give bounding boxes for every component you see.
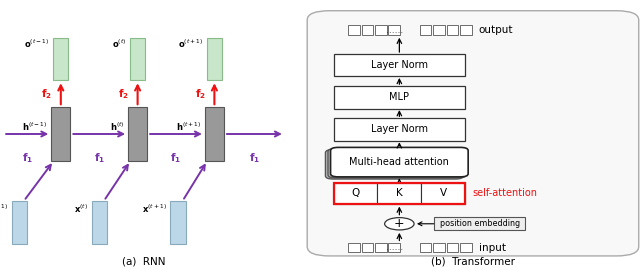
Text: $\mathbf{f_2}$: $\mathbf{f_2}$ bbox=[195, 87, 206, 101]
FancyBboxPatch shape bbox=[362, 243, 373, 252]
Text: Layer Norm: Layer Norm bbox=[371, 60, 428, 70]
FancyBboxPatch shape bbox=[170, 201, 186, 244]
Text: $\mathbf{h}^{(t-1)}$: $\mathbf{h}^{(t-1)}$ bbox=[22, 121, 47, 133]
Text: (a)  RNN: (a) RNN bbox=[122, 257, 166, 267]
Text: output: output bbox=[479, 25, 513, 35]
Text: $\mathbf{f_1}$: $\mathbf{f_1}$ bbox=[170, 151, 182, 165]
Circle shape bbox=[385, 218, 414, 230]
Text: V: V bbox=[440, 188, 447, 198]
Text: Multi-head attention: Multi-head attention bbox=[349, 157, 449, 167]
Text: $\mathbf{f_1}$: $\mathbf{f_1}$ bbox=[22, 151, 33, 165]
FancyBboxPatch shape bbox=[433, 243, 445, 252]
Text: Q: Q bbox=[351, 188, 360, 198]
Text: ......: ...... bbox=[386, 243, 403, 252]
FancyBboxPatch shape bbox=[433, 25, 445, 35]
FancyBboxPatch shape bbox=[51, 107, 70, 161]
Text: $\mathbf{x}^{(t)}$: $\mathbf{x}^{(t)}$ bbox=[74, 203, 88, 215]
FancyBboxPatch shape bbox=[378, 183, 421, 204]
Text: self-attention: self-attention bbox=[472, 188, 538, 198]
Text: $\mathbf{x}^{(t+1)}$: $\mathbf{x}^{(t+1)}$ bbox=[141, 203, 166, 215]
FancyBboxPatch shape bbox=[348, 25, 360, 35]
FancyBboxPatch shape bbox=[421, 183, 465, 204]
Text: $\mathbf{f_1}$: $\mathbf{f_1}$ bbox=[93, 151, 105, 165]
FancyBboxPatch shape bbox=[375, 243, 387, 252]
FancyBboxPatch shape bbox=[207, 38, 222, 80]
Text: (b)  Transformer: (b) Transformer bbox=[431, 257, 515, 267]
FancyBboxPatch shape bbox=[388, 25, 400, 35]
FancyBboxPatch shape bbox=[53, 38, 68, 80]
Text: K: K bbox=[396, 188, 403, 198]
Text: $\mathbf{o}^{(t)}$: $\mathbf{o}^{(t)}$ bbox=[112, 38, 126, 50]
FancyBboxPatch shape bbox=[447, 243, 458, 252]
Text: $\mathbf{f_2}$: $\mathbf{f_2}$ bbox=[41, 87, 52, 101]
FancyBboxPatch shape bbox=[388, 243, 400, 252]
FancyBboxPatch shape bbox=[330, 147, 468, 177]
FancyBboxPatch shape bbox=[92, 201, 107, 244]
Text: position embedding: position embedding bbox=[440, 219, 520, 228]
FancyBboxPatch shape bbox=[334, 54, 465, 76]
FancyBboxPatch shape bbox=[307, 11, 639, 256]
FancyBboxPatch shape bbox=[434, 217, 525, 230]
Text: $\mathbf{h}^{(t)}$: $\mathbf{h}^{(t)}$ bbox=[109, 121, 124, 133]
FancyBboxPatch shape bbox=[447, 25, 458, 35]
FancyBboxPatch shape bbox=[334, 183, 378, 204]
FancyBboxPatch shape bbox=[334, 118, 465, 141]
Text: $\mathbf{o}^{(t-1)}$: $\mathbf{o}^{(t-1)}$ bbox=[24, 38, 49, 50]
Text: $\mathbf{h}^{(t+1)}$: $\mathbf{h}^{(t+1)}$ bbox=[175, 121, 201, 133]
FancyBboxPatch shape bbox=[420, 243, 431, 252]
FancyBboxPatch shape bbox=[128, 107, 147, 161]
Text: $\mathbf{o}^{(t+1)}$: $\mathbf{o}^{(t+1)}$ bbox=[178, 38, 203, 50]
FancyBboxPatch shape bbox=[205, 107, 224, 161]
Text: MLP: MLP bbox=[389, 92, 410, 102]
FancyBboxPatch shape bbox=[460, 243, 472, 252]
FancyBboxPatch shape bbox=[460, 25, 472, 35]
Text: Layer Norm: Layer Norm bbox=[371, 124, 428, 134]
FancyBboxPatch shape bbox=[334, 86, 465, 109]
FancyBboxPatch shape bbox=[348, 243, 360, 252]
FancyBboxPatch shape bbox=[325, 150, 463, 179]
FancyBboxPatch shape bbox=[130, 38, 145, 80]
Text: $\mathbf{f_2}$: $\mathbf{f_2}$ bbox=[118, 87, 129, 101]
Text: +: + bbox=[394, 217, 404, 230]
Text: $\mathbf{x}^{(t-1)}$: $\mathbf{x}^{(t-1)}$ bbox=[0, 203, 8, 215]
Text: $\mathbf{f_1}$: $\mathbf{f_1}$ bbox=[249, 151, 260, 165]
Text: input: input bbox=[479, 243, 506, 253]
FancyBboxPatch shape bbox=[420, 25, 431, 35]
FancyBboxPatch shape bbox=[12, 201, 27, 244]
Text: ......: ...... bbox=[386, 26, 403, 35]
FancyBboxPatch shape bbox=[362, 25, 373, 35]
FancyBboxPatch shape bbox=[328, 148, 466, 178]
FancyBboxPatch shape bbox=[375, 25, 387, 35]
